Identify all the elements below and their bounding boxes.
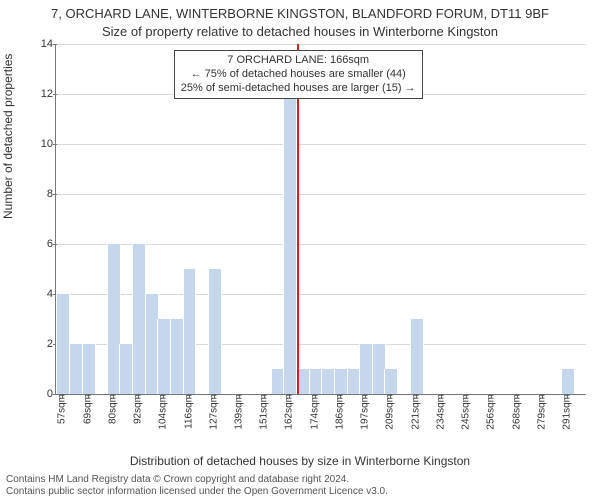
ytick-label: 2: [47, 338, 53, 350]
xtick-label: 268sqm: [511, 394, 522, 430]
gridline-h: [56, 194, 586, 195]
ytick-label: 14: [41, 38, 53, 50]
ytick-mark: [53, 94, 57, 95]
ytick-mark: [53, 144, 57, 145]
xtick-label: 151sqm: [259, 394, 270, 430]
xtick-label: 69sqm: [82, 394, 93, 424]
chart-title-line1: 7, ORCHARD LANE, WINTERBORNE KINGSTON, B…: [0, 6, 600, 21]
ytick-label: 4: [47, 288, 53, 300]
marker-callout: 7 ORCHARD LANE: 166sqm← 75% of detached …: [174, 50, 423, 99]
xtick-label: 234sqm: [435, 394, 446, 430]
xtick-label: 186sqm: [334, 394, 345, 430]
ytick-label: 10: [41, 138, 53, 150]
callout-line: 25% of semi-detached houses are larger (…: [181, 82, 416, 96]
xtick-label: 291sqm: [562, 394, 573, 430]
xtick-label: 92sqm: [133, 394, 144, 424]
xtick-label: 80sqm: [107, 394, 118, 424]
xtick-label: 57sqm: [57, 394, 68, 424]
ytick-mark: [53, 44, 57, 45]
plot-area: 0246810121457sqm69sqm80sqm92sqm104sqm116…: [55, 44, 586, 395]
chart-container: 7, ORCHARD LANE, WINTERBORNE KINGSTON, B…: [0, 0, 600, 500]
gridline-h: [56, 44, 586, 45]
chart-title-line2: Size of property relative to detached ho…: [0, 24, 600, 39]
xtick-label: 174sqm: [309, 394, 320, 430]
ytick-mark: [53, 194, 57, 195]
attribution: Contains HM Land Registry data © Crown c…: [6, 474, 600, 498]
xtick-label: 209sqm: [385, 394, 396, 430]
xtick-label: 221sqm: [410, 394, 421, 430]
ytick-label: 12: [41, 88, 53, 100]
x-axis-label: Distribution of detached houses by size …: [0, 454, 600, 468]
xtick-label: 116sqm: [183, 394, 194, 429]
callout-line: ← 75% of detached houses are smaller (44…: [181, 68, 416, 82]
xtick-label: 197sqm: [360, 394, 371, 430]
gridline-h: [56, 144, 586, 145]
ytick-label: 0: [47, 388, 53, 400]
xtick-label: 256sqm: [486, 394, 497, 430]
attribution-line1: Contains HM Land Registry data © Crown c…: [6, 474, 600, 486]
ytick-mark: [53, 244, 57, 245]
ytick-label: 6: [47, 238, 53, 250]
bar: [283, 94, 297, 394]
bar: [561, 369, 575, 394]
xtick-label: 245sqm: [461, 394, 472, 430]
bar: [410, 319, 424, 394]
bar: [183, 269, 197, 394]
ytick-label: 8: [47, 188, 53, 200]
bar: [208, 269, 222, 394]
xtick-label: 279sqm: [536, 394, 547, 430]
attribution-line2: Contains public sector information licen…: [6, 486, 600, 498]
xtick-label: 162sqm: [284, 394, 295, 430]
bar: [384, 369, 398, 394]
xtick-label: 139sqm: [233, 394, 244, 430]
y-axis-label: Number of detached properties: [1, 54, 15, 219]
xtick-label: 104sqm: [158, 394, 169, 430]
callout-line: 7 ORCHARD LANE: 166sqm: [181, 54, 416, 68]
xtick-label: 127sqm: [208, 394, 219, 430]
bar: [82, 344, 96, 394]
